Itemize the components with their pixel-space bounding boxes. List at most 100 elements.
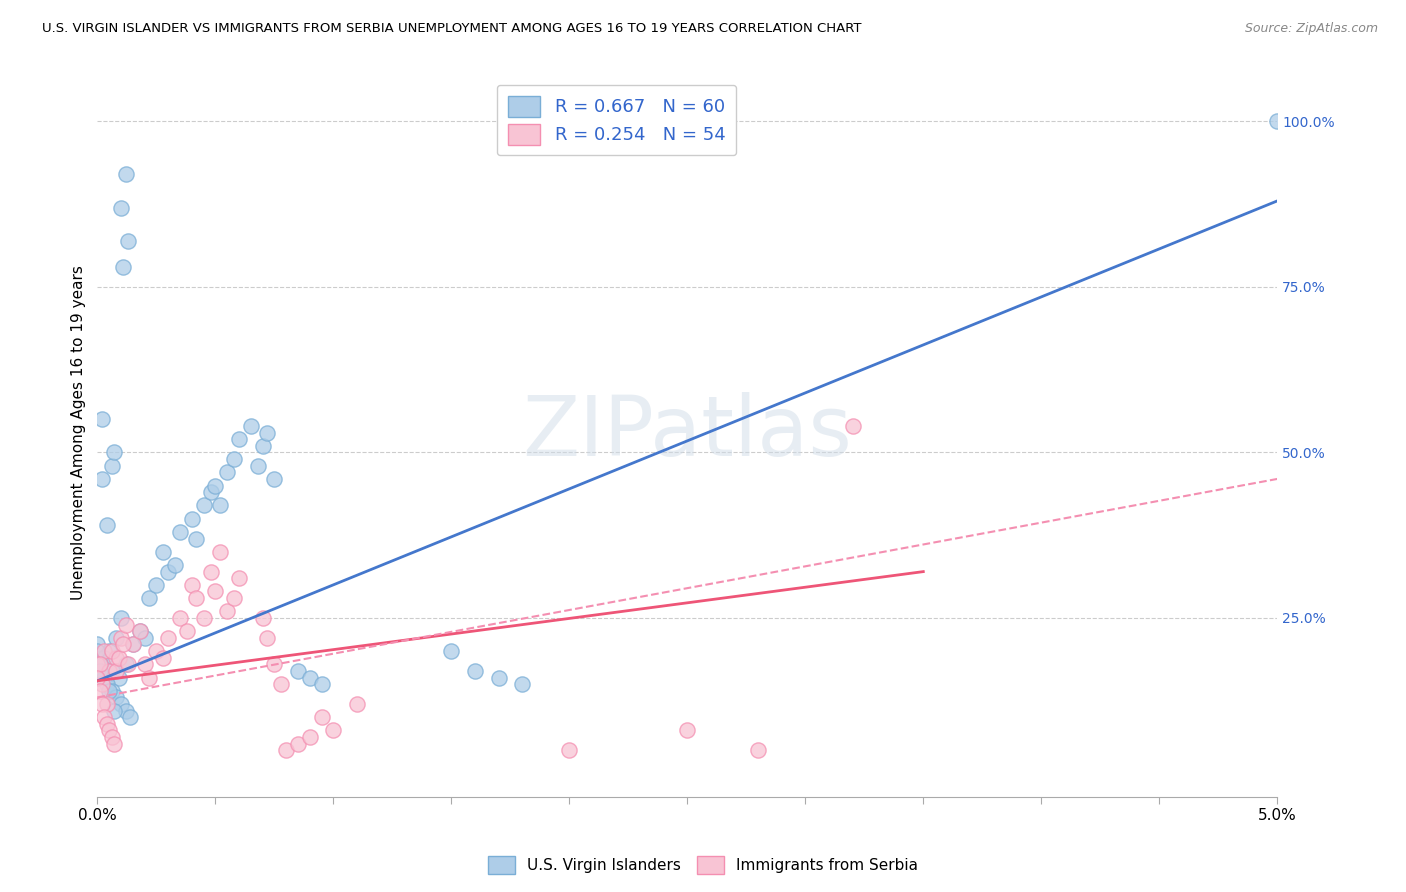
Point [128,624,150,639]
Text: Source: ZipAtlas.com: Source: ZipAtlas.com [1244,22,1378,36]
Point [89,657,111,672]
Point [93,650,115,665]
Point [176,624,198,639]
Point [86,671,108,685]
Point [440,644,463,658]
Point [209,499,232,513]
Point [322,723,344,738]
Point [152,545,174,559]
Point [121,637,143,651]
Point [96,677,118,691]
Point [105,664,128,678]
Point [276,743,298,757]
Point [103,704,125,718]
Point [91,677,114,691]
Point [152,650,174,665]
Point [117,657,139,672]
Point [263,472,285,486]
Point [287,737,309,751]
Point [311,677,333,691]
Point [204,478,226,492]
Point [287,664,309,678]
Point [93,644,115,658]
Point [114,657,136,672]
Point [107,671,129,685]
Point [145,578,167,592]
Point [103,445,125,459]
Point [91,472,114,486]
Point [110,201,132,215]
Point [246,458,269,473]
Point [93,671,115,685]
Point [256,425,278,440]
Point [100,683,122,698]
Point [100,644,122,658]
Point [165,558,187,572]
Point [98,683,121,698]
Point [134,657,156,672]
Point [270,677,292,691]
Legend: U.S. Virgin Islanders, Immigrants from Serbia: U.S. Virgin Islanders, Immigrants from S… [482,850,924,880]
Point [89,683,111,698]
Point [209,545,232,559]
Point [180,578,202,592]
Text: U.S. VIRGIN ISLANDER VS IMMIGRANTS FROM SERBIA UNEMPLOYMENT AMONG AGES 16 TO 19 : U.S. VIRGIN ISLANDER VS IMMIGRANTS FROM … [42,22,862,36]
Point [224,591,246,606]
Point [89,664,111,678]
Point [89,657,111,672]
Point [114,168,136,182]
Point [228,571,250,585]
Point [110,611,132,625]
Point [157,565,180,579]
Point [100,458,122,473]
Point [186,532,208,546]
Point [105,631,128,645]
Point [841,419,863,434]
Point [98,664,121,678]
Point [121,637,143,651]
Point [114,704,136,718]
Point [134,631,156,645]
Point [464,664,486,678]
Point [103,737,125,751]
Point [256,631,278,645]
Point [200,485,222,500]
Text: ZIPatlas: ZIPatlas [523,392,852,473]
Point [86,644,108,658]
Point [193,499,215,513]
Point [510,677,533,691]
Point [96,518,118,533]
Point [193,611,215,625]
Point [138,591,160,606]
Point [107,650,129,665]
Point [100,664,122,678]
Point [346,697,368,711]
Point [252,611,274,625]
Point [169,611,191,625]
Point [91,412,114,426]
Point [96,697,118,711]
Point [86,657,108,672]
Point [112,260,135,274]
Point [217,604,239,618]
Point [224,452,246,467]
Point [558,743,581,757]
Point [110,697,132,711]
Legend: R = 0.667   N = 60, R = 0.254   N = 54: R = 0.667 N = 60, R = 0.254 N = 54 [496,85,737,155]
Point [263,657,285,672]
Point [98,723,121,738]
Point [747,743,769,757]
Point [105,650,128,665]
Point [228,432,250,446]
Point [114,617,136,632]
Point [86,637,108,651]
Point [110,631,132,645]
Point [298,671,321,685]
Point [180,511,202,525]
Point [112,637,135,651]
Point [252,439,274,453]
Point [105,690,128,705]
Point [91,697,114,711]
Point [96,717,118,731]
Point [239,419,262,434]
